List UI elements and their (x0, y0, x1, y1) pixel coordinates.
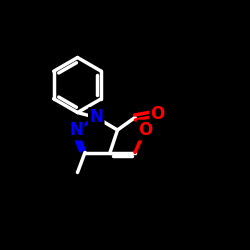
Text: O: O (138, 121, 152, 139)
Text: O: O (150, 105, 164, 123)
Text: N: N (69, 121, 83, 139)
Text: N: N (89, 108, 103, 126)
